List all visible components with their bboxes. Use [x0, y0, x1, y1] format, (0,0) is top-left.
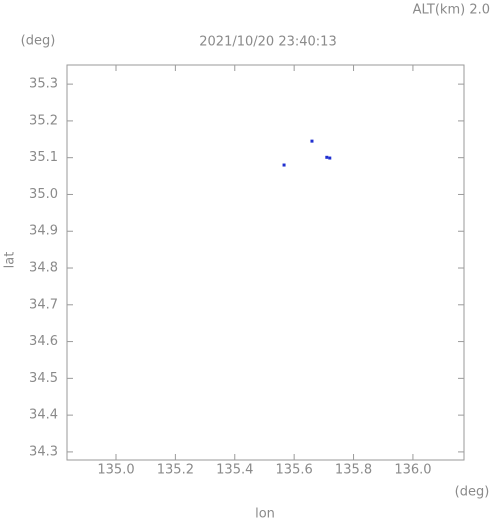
- y-tick-label: 34.3: [29, 444, 58, 459]
- x-tick-label: 135.2: [157, 463, 194, 478]
- altitude-label: ALT(km) 2.0: [413, 3, 490, 18]
- point: [325, 155, 329, 159]
- y-tick-label: 34.5: [29, 371, 58, 386]
- x-tick-label: 135.8: [335, 463, 372, 478]
- y-tick-label: 35.0: [29, 187, 58, 202]
- x-tick-label: 135.6: [276, 463, 313, 478]
- point: [328, 156, 332, 160]
- x-tick-label: 135.4: [216, 463, 253, 478]
- y-tick-label: 35.2: [29, 113, 58, 128]
- point: [282, 163, 286, 167]
- y-tick-label: 34.8: [29, 261, 58, 276]
- x-tick-label: 135.0: [97, 463, 134, 478]
- y-axis-label: lat: [3, 252, 18, 269]
- point: [310, 139, 314, 143]
- chart-title: 2021/10/20 23:40:13: [199, 35, 336, 50]
- x-axis-label: lon: [255, 507, 275, 521]
- y-tick-label: 35.3: [29, 77, 58, 92]
- y-tick-label: 34.9: [29, 224, 58, 239]
- y-tick-label: 34.7: [29, 297, 58, 312]
- x-tick-label: 136.0: [394, 463, 431, 478]
- y-unit: (deg): [21, 34, 56, 49]
- y-tick-label: 34.6: [29, 334, 58, 349]
- x-unit: (deg): [455, 485, 490, 500]
- y-tick-label: 35.1: [29, 150, 58, 165]
- plot-frame: [66, 64, 465, 461]
- y-tick-label: 34.4: [29, 408, 58, 423]
